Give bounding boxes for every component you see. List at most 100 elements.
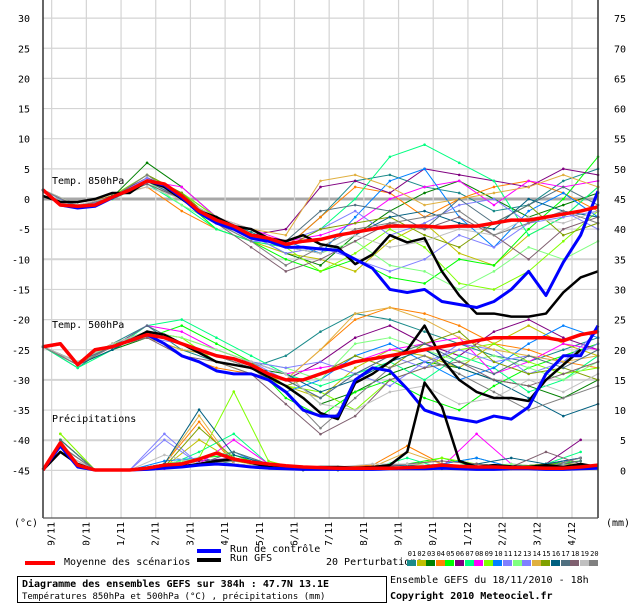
t850-perturbation-05-point xyxy=(388,276,392,279)
precip-perturbation-17-point xyxy=(579,459,582,463)
perturbation-swatch xyxy=(493,560,503,566)
left-tick-label: -35 xyxy=(12,406,30,417)
t500-perturbation-19-point xyxy=(111,342,114,346)
t500-perturbation-20-point xyxy=(492,390,496,394)
t850-perturbation-14-point xyxy=(562,173,565,177)
t850-perturbation-17-point xyxy=(319,209,322,213)
perturbation-swatch xyxy=(531,560,541,566)
precip-perturbation-07-point xyxy=(232,432,236,436)
t850-perturbation-07-point xyxy=(215,227,218,231)
t850-perturbation-02-point xyxy=(388,239,392,243)
t500-perturbation-04-point xyxy=(457,324,461,327)
right-tick-label: 55 xyxy=(614,135,626,146)
t850-perturbation-14-point xyxy=(388,185,392,189)
t500-perturbation-07-point xyxy=(215,336,218,339)
chart-subtitle: Températures 850hPa et 500hPa (°C) , pré… xyxy=(22,592,326,602)
t850-perturbation-05-point xyxy=(492,264,496,267)
t500-perturbation-15-point xyxy=(527,372,530,376)
perturbation-id-label: 18 xyxy=(570,550,580,558)
t500-perturbation-19-point xyxy=(527,378,530,382)
perturbation-swatch xyxy=(416,560,426,566)
t850-perturbation-15-point xyxy=(423,233,426,237)
t850-perturbation-06-point xyxy=(562,167,565,171)
legend-control-label: Run de contrôle xyxy=(230,544,321,555)
t500-perturbation-05-point xyxy=(353,390,357,394)
t500-perturbation-20-point xyxy=(388,366,392,370)
perturbation-id-label: 13 xyxy=(522,550,532,558)
t500-perturbation-10-point xyxy=(527,342,530,346)
t500-perturbation-19-point xyxy=(284,372,288,376)
t500-perturbation-07-point xyxy=(423,378,426,382)
t500-perturbation-01-point xyxy=(388,318,392,321)
t850-perturbation-18-point xyxy=(145,182,149,186)
t850-perturbation-17-point xyxy=(457,197,461,201)
t500-perturbation-07-point xyxy=(180,318,184,321)
precip-perturbation-09-point xyxy=(232,390,236,393)
precip-perturbation-19-point xyxy=(163,453,166,457)
right-tick-label: 15 xyxy=(614,376,626,387)
right-tick-label: 40 xyxy=(614,225,626,236)
t850-gfs-run xyxy=(42,179,599,318)
t500-perturbation-15-point xyxy=(353,354,357,358)
t850-perturbation-15-point xyxy=(353,221,357,225)
t500-perturbation-12-point xyxy=(527,366,530,370)
t850-perturbation-17-point xyxy=(388,209,392,213)
t500-perturbation-01-point xyxy=(562,348,565,352)
t850-perturbation-03-point xyxy=(319,264,322,267)
right-tick-label: 25 xyxy=(614,316,626,327)
perturbation-swatch xyxy=(445,560,455,566)
perturbation-id-label: 16 xyxy=(551,550,561,558)
t500-perturbation-05-point xyxy=(284,396,288,400)
t850-perturbation-14-point xyxy=(423,203,426,207)
t850-perturbation-18-point xyxy=(319,258,322,261)
t500-perturbation-02-point xyxy=(353,366,357,370)
t500-perturbation-13-point xyxy=(388,384,392,388)
t850-ensemble-mean xyxy=(41,179,599,246)
left-tick-label: 0 xyxy=(24,195,30,206)
perturbation-swatch xyxy=(560,560,570,566)
t500-perturbation-18-point xyxy=(284,402,288,406)
t850-perturbation-20-point xyxy=(388,221,392,225)
t850-perturbation-08-point xyxy=(388,197,392,201)
t850-perturbation-18-point xyxy=(423,227,426,231)
t850-perturbation-12-point xyxy=(388,264,392,267)
t850-perturbation-16-point xyxy=(457,221,461,225)
t850-perturbation-20-point xyxy=(249,239,253,243)
t850-perturbation-06-point xyxy=(284,227,288,231)
t850-perturbation-04-point xyxy=(180,209,184,213)
t500-perturbation-14-point xyxy=(562,360,565,364)
t500-perturbation-18-point xyxy=(388,378,392,382)
t850-perturbation-18-point xyxy=(353,239,357,243)
perturbation-swatch xyxy=(579,560,589,566)
date-label: 21/11 xyxy=(116,522,127,545)
t850-perturbation-13-point xyxy=(457,203,461,207)
t850-perturbation-19-point xyxy=(388,245,392,249)
t850-perturbation-12-point xyxy=(180,203,184,207)
date-label: 20/11 xyxy=(81,522,92,545)
left-tick-label: 5 xyxy=(24,165,30,176)
left-tick-label: -5 xyxy=(18,225,30,236)
t850-perturbation-18-point xyxy=(457,215,461,219)
t850-perturbation-07-point xyxy=(423,143,426,147)
precip-perturbation-08-point xyxy=(232,438,236,442)
precip-perturbation-19-point xyxy=(405,462,409,466)
t850-perturbation-20-point xyxy=(284,264,288,267)
chart-title: Diagramme des ensembles GEFS sur 384h : … xyxy=(22,579,330,590)
perturbation-id-label: 06 xyxy=(455,550,465,558)
t500-perturbation-07-point xyxy=(319,384,322,388)
t850-perturbation-06-point xyxy=(353,179,357,183)
t850-perturbation-13-point xyxy=(353,209,357,213)
legend-gfs-line xyxy=(197,558,221,562)
t850-perturbation-17-point xyxy=(527,203,530,207)
t500-perturbation-17-point xyxy=(492,372,496,376)
t500-perturbation-12-point xyxy=(180,336,184,339)
date-label: 27/11 xyxy=(324,522,335,545)
t500-perturbation-19-point xyxy=(388,390,392,394)
t850-perturbation-18-point xyxy=(527,258,530,261)
t500-perturbation-06-point xyxy=(562,336,565,339)
precip-perturbation-12-point xyxy=(509,462,513,466)
left-tick-label: -15 xyxy=(12,285,30,296)
t850-perturbation-17-point xyxy=(353,203,357,207)
perturbation-id-label: 20 xyxy=(590,550,599,558)
